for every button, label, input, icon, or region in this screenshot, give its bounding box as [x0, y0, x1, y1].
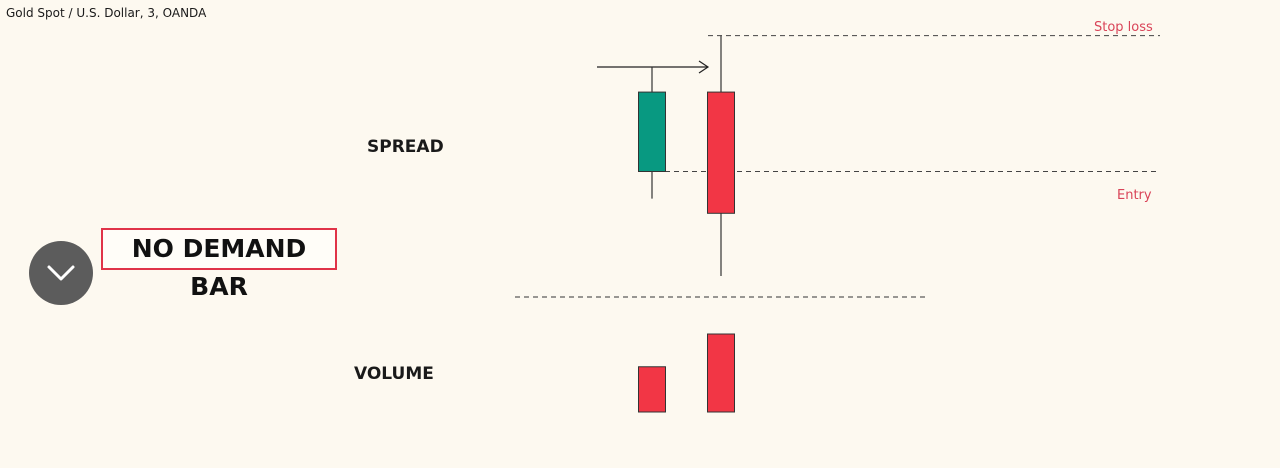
volume-bars — [638, 333, 735, 413]
volume-bar-2 — [707, 333, 735, 413]
price-candles — [638, 35, 735, 276]
no-demand-bar-callout: NO DEMAND BAR — [101, 228, 337, 301]
level-lines — [665, 35, 1160, 172]
entry-label: Entry — [1117, 188, 1152, 203]
chevron-down-icon — [47, 265, 75, 281]
stop-loss-label: Stop loss — [1094, 20, 1153, 35]
spread-label: SPREAD — [367, 137, 444, 157]
volume-label: VOLUME — [354, 364, 434, 384]
arrow-head — [698, 60, 710, 74]
candle-body-1 — [638, 91, 666, 172]
symbol-title: Gold Spot / U.S. Dollar, 3, OANDA — [6, 6, 207, 20]
collapse-button[interactable] — [29, 241, 93, 305]
candle-body-2 — [707, 91, 735, 214]
volume-bar-1 — [638, 366, 666, 413]
